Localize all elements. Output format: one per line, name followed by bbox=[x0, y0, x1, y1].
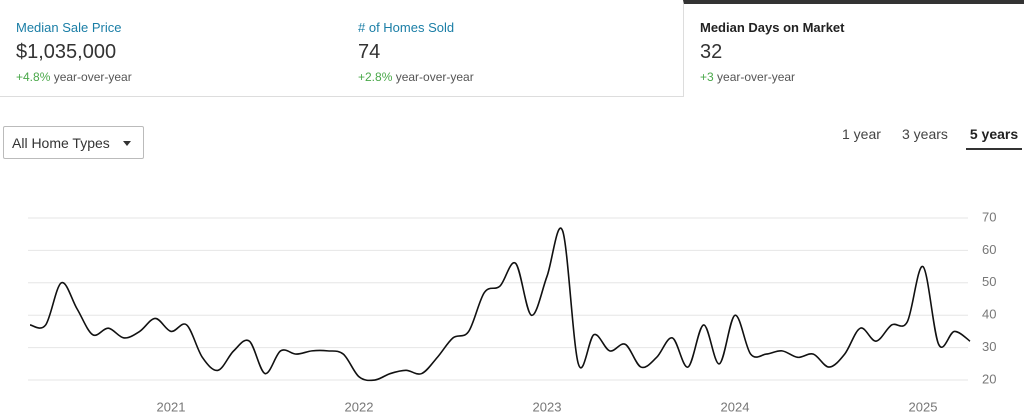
tab-change-text: year-over-year bbox=[395, 70, 474, 84]
tab-value: $1,035,000 bbox=[16, 41, 117, 63]
tab-change: +3 bbox=[700, 70, 714, 84]
tab-change: +2.8% bbox=[358, 70, 393, 84]
tab-value: 32 bbox=[700, 41, 723, 63]
tab-title: Median Days on Market bbox=[700, 20, 845, 35]
metric-tab[interactable]: Median Days on Market 32 +3 year-over-ye… bbox=[683, 0, 1024, 97]
y-tick-label: 20 bbox=[982, 371, 996, 386]
y-tick-label: 40 bbox=[982, 307, 996, 322]
metric-tab[interactable]: Median Sale Price $1,035,000 +4.8% year-… bbox=[0, 0, 342, 97]
dropdown-label: All Home Types bbox=[12, 135, 110, 151]
tab-value: 74 bbox=[358, 41, 381, 63]
tab-title: # of Homes Sold bbox=[358, 20, 455, 35]
tab-change-text: year-over-year bbox=[53, 70, 132, 84]
home-type-dropdown[interactable]: All Home Types bbox=[3, 126, 144, 159]
y-tick-label: 70 bbox=[982, 209, 996, 224]
range-option[interactable]: 5 years bbox=[966, 126, 1022, 150]
y-tick-label: 50 bbox=[982, 274, 996, 289]
x-tick-label: 2024 bbox=[721, 399, 750, 414]
tab-title: Median Sale Price bbox=[16, 20, 122, 35]
tab-change-text: year-over-year bbox=[717, 70, 796, 84]
range-option[interactable]: 1 year bbox=[842, 126, 881, 142]
range-option[interactable]: 3 years bbox=[902, 126, 948, 142]
data-line bbox=[29, 227, 971, 382]
tab-change: +4.8% bbox=[16, 70, 51, 84]
x-tick-label: 2023 bbox=[533, 399, 562, 414]
x-tick-label: 2025 bbox=[909, 399, 938, 414]
y-tick-label: 60 bbox=[982, 242, 996, 257]
metric-tab[interactable]: # of Homes Sold 74 +2.8% year-over-year bbox=[342, 0, 683, 97]
x-tick-label: 2021 bbox=[157, 399, 186, 414]
y-tick-label: 30 bbox=[982, 339, 996, 354]
x-tick-label: 2022 bbox=[345, 399, 374, 414]
